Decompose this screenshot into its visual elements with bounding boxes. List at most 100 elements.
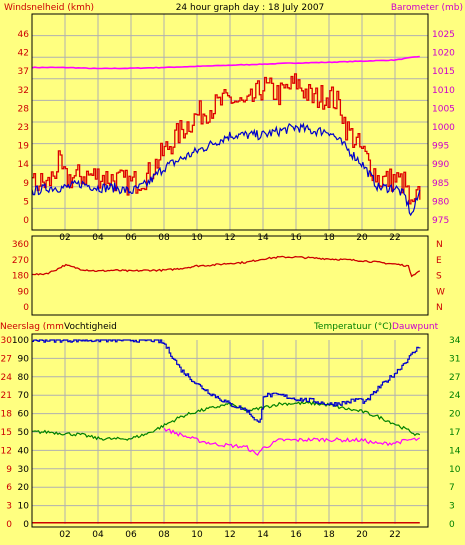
temperature-tick-label: 27 xyxy=(449,373,460,383)
wind-axis-label: Windsnelheid (kmh) xyxy=(4,3,94,13)
barometer-tick-label: 985 xyxy=(432,179,449,189)
x-tick-label: 10 xyxy=(191,233,203,243)
direction-tick-label: 0 xyxy=(23,303,29,313)
rain-tick-label: 15 xyxy=(1,428,12,438)
humidity-tick-label: 40 xyxy=(18,446,30,456)
temperature-tick-label: 3 xyxy=(449,502,455,512)
humidity-line xyxy=(32,339,421,423)
barometer-axis-label: Barometer (mb) xyxy=(391,3,463,13)
compass-label: W xyxy=(436,287,445,297)
x-tick-label: 04 xyxy=(92,233,104,243)
temperature-line xyxy=(31,400,421,441)
compass-label: S xyxy=(436,272,442,282)
temperature-tick-label: 24 xyxy=(449,391,461,401)
wind-tick-label: 9 xyxy=(23,179,29,189)
humidity-temperature-panel: 0369121518212427300102030405060708090100… xyxy=(1,336,461,540)
temperature-tick-label: 10 xyxy=(449,465,461,475)
top-panel-frame xyxy=(31,13,429,231)
humidity-tick-label: 100 xyxy=(12,336,29,346)
wind-tick-label: 28 xyxy=(18,104,30,114)
wind-tick-label: 37 xyxy=(18,67,29,77)
temperature-axis-label: Temperatuur (°C) xyxy=(313,322,392,332)
bottom-panel-frame xyxy=(31,333,429,528)
barometer-tick-label: 975 xyxy=(432,216,449,226)
barometer-tick-label: 1005 xyxy=(432,104,455,114)
wind-tick-label: 42 xyxy=(18,49,29,59)
x-tick-label: 18 xyxy=(323,233,335,243)
x-tick-label: 06 xyxy=(125,530,137,540)
wind-average-line xyxy=(31,122,421,217)
humidity-tick-label: 70 xyxy=(18,391,30,401)
humidity-tick-label: 80 xyxy=(18,373,30,383)
x-tick-label: 18 xyxy=(323,530,335,540)
temperature-tick-label: 7 xyxy=(449,483,455,493)
direction-tick-label: 270 xyxy=(12,256,29,266)
barometer-tick-label: 980 xyxy=(432,197,449,207)
x-tick-label: 02 xyxy=(59,233,70,243)
humidity-tick-label: 50 xyxy=(18,428,30,438)
rain-tick-label: 30 xyxy=(1,336,13,346)
temperature-tick-label: 20 xyxy=(449,410,461,420)
x-tick-label: 14 xyxy=(257,233,269,243)
humidity-tick-label: 10 xyxy=(18,502,30,512)
direction-tick-label: 90 xyxy=(18,287,30,297)
temperature-tick-label: 17 xyxy=(449,428,460,438)
wind-tick-label: 23 xyxy=(18,123,29,133)
compass-label: E xyxy=(436,256,442,266)
dewpoint-line xyxy=(163,427,421,456)
chart-title: 24 hour graph day : 18 July 2007 xyxy=(176,3,325,13)
rain-tick-label: 12 xyxy=(1,446,12,456)
dewpoint-axis-label: Dauwpunt xyxy=(392,322,439,332)
rain-tick-label: 24 xyxy=(1,373,13,383)
temperature-tick-label: 31 xyxy=(449,354,460,364)
wind-tick-label: 0 xyxy=(23,216,29,226)
rain-tick-label: 27 xyxy=(1,354,12,364)
temperature-tick-label: 14 xyxy=(449,446,461,456)
barometer-tick-label: 1010 xyxy=(432,86,455,96)
wind-gust-line xyxy=(32,73,421,205)
x-tick-label: 20 xyxy=(356,233,368,243)
x-tick-label: 08 xyxy=(158,233,170,243)
humidity-tick-label: 30 xyxy=(18,465,30,475)
barometer-tick-label: 1000 xyxy=(432,123,455,133)
x-tick-label: 10 xyxy=(191,530,203,540)
x-tick-label: 22 xyxy=(389,233,400,243)
wind-tick-label: 14 xyxy=(18,160,30,170)
x-tick-label: 02 xyxy=(59,530,70,540)
wind-tick-label: 19 xyxy=(18,142,30,152)
temperature-tick-label: 34 xyxy=(449,336,461,346)
wind-tick-label: 32 xyxy=(18,86,29,96)
rain-tick-label: 18 xyxy=(1,410,13,420)
x-tick-label: 12 xyxy=(224,530,235,540)
x-tick-label: 16 xyxy=(290,530,302,540)
rain-tick-label: 3 xyxy=(6,502,12,512)
barometer-tick-label: 990 xyxy=(432,160,449,170)
x-tick-label: 04 xyxy=(92,530,104,540)
x-tick-label: 16 xyxy=(290,233,302,243)
middle-panel-frame xyxy=(31,235,429,316)
compass-label: N xyxy=(436,240,443,250)
humidity-tick-label: 20 xyxy=(18,483,30,493)
x-tick-label: 22 xyxy=(389,530,400,540)
compass-label: N xyxy=(436,303,443,313)
humidity-axis-label: Vochtigheid xyxy=(64,322,117,332)
wind-direction-line xyxy=(31,255,421,278)
wind-barometer-panel: 0 5 9 14 19 23 28 32 37 42 46 975 980 985 990 995 1000 10… xyxy=(18,14,455,243)
x-tick-label: 08 xyxy=(158,530,170,540)
x-tick-label: 14 xyxy=(257,530,269,540)
barometer-tick-label: 995 xyxy=(432,142,449,152)
rain-tick-label: 6 xyxy=(6,483,12,493)
temperature-tick-label: 0 xyxy=(449,520,455,530)
rain-tick-label: 9 xyxy=(6,465,12,475)
barometer-tick-label: 1020 xyxy=(432,49,455,59)
x-tick-label: 06 xyxy=(125,233,137,243)
humidity-tick-label: 60 xyxy=(18,410,30,420)
wind-tick-label: 46 xyxy=(18,30,30,40)
wind-tick-label: 5 xyxy=(23,197,29,207)
rain-tick-label: 21 xyxy=(1,391,12,401)
humidity-tick-label: 90 xyxy=(18,354,30,364)
rain-tick-label: 0 xyxy=(6,520,12,530)
